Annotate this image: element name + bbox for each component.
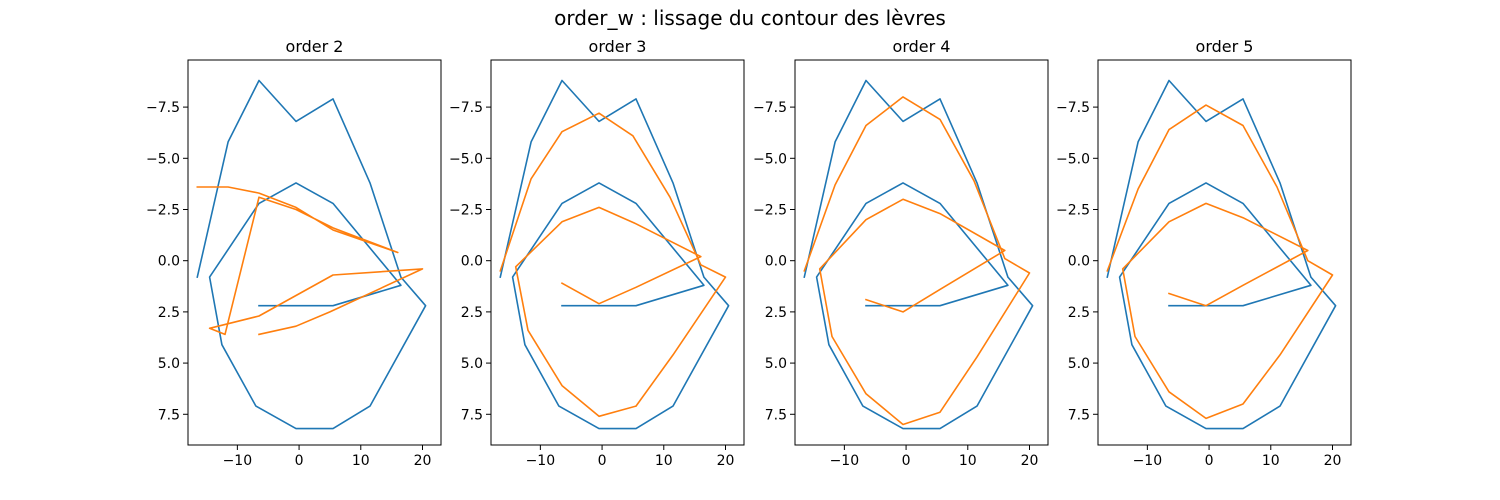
x-tick-label: −10 (830, 453, 860, 469)
y-tick-label: 0.0 (461, 254, 483, 270)
y-tick-label: −5.0 (753, 151, 787, 167)
x-tick-label: 20 (1021, 453, 1039, 469)
y-tick-label: 7.5 (158, 407, 180, 423)
y-tick-label: −5.0 (146, 151, 180, 167)
y-tick-label: 2.5 (1068, 305, 1090, 321)
axes-frame (1097, 59, 1352, 446)
x-tick-label: 0 (295, 453, 304, 469)
y-tick-label: 5.0 (158, 356, 180, 372)
y-tick-label: −2.5 (753, 202, 787, 218)
y-tick-label: 0.0 (158, 254, 180, 270)
y-tick-label: 2.5 (158, 305, 180, 321)
x-tick-label: 10 (655, 453, 673, 469)
x-tick-label: 0 (1205, 453, 1214, 469)
series-line-1 (803, 79, 1034, 430)
subplot-title: order 2 (286, 37, 344, 56)
x-tick-label: 20 (414, 453, 432, 469)
series-line-2 (1106, 104, 1334, 420)
x-tick-label: 10 (352, 453, 370, 469)
subplot-1: order 2 −10 0 10 20 −7.5 −5.0 −2.5 0.0 2.5 5.0 7.5 (146, 37, 442, 469)
y-tick-label: −7.5 (146, 100, 180, 116)
y-tick-label: 2.5 (765, 305, 787, 321)
subplot-title: order 4 (893, 37, 951, 56)
series-line-2 (499, 112, 727, 418)
y-tick-label: −5.0 (1056, 151, 1090, 167)
subplot-2: order 3 −10 0 10 20 −7.5 −5.0 −2.5 0.0 2.5 5.0 7.5 (449, 37, 745, 469)
y-tick-label: 7.5 (1068, 407, 1090, 423)
y-tick-label: 0.0 (765, 254, 787, 270)
y-tick-label: −2.5 (146, 202, 180, 218)
axes-frame (187, 59, 442, 446)
y-tick-label: 0.0 (1068, 254, 1090, 270)
y-tick-label: −5.0 (449, 151, 483, 167)
x-tick-label: −10 (526, 453, 556, 469)
y-tick-label: 7.5 (765, 407, 787, 423)
y-tick-label: −2.5 (449, 202, 483, 218)
series-line-2 (196, 186, 424, 336)
x-tick-label: −10 (223, 453, 253, 469)
series-line-1 (196, 79, 427, 430)
y-tick-label: −7.5 (753, 100, 787, 116)
series-line-2 (803, 96, 1031, 426)
x-tick-label: 20 (1324, 453, 1342, 469)
axes-frame (490, 59, 745, 446)
subplot-title: order 5 (1196, 37, 1254, 56)
x-tick-label: 10 (1262, 453, 1280, 469)
y-tick-label: 5.0 (765, 356, 787, 372)
y-tick-label: −7.5 (449, 100, 483, 116)
y-tick-label: 5.0 (461, 356, 483, 372)
x-tick-label: 10 (959, 453, 977, 469)
subplot-3: order 4 −10 0 10 20 −7.5 −5.0 −2.5 0.0 2.5 5.0 7.5 (753, 37, 1049, 469)
subplot-4: order 5 −10 0 10 20 −7.5 −5.0 −2.5 0.0 2.5 5.0 7.5 (1056, 37, 1352, 469)
y-tick-label: 7.5 (461, 407, 483, 423)
x-tick-label: 20 (717, 453, 735, 469)
y-tick-label: 5.0 (1068, 356, 1090, 372)
figure-title: order_w : lissage du contour des lèvres (554, 6, 946, 30)
axes-frame (794, 59, 1049, 446)
y-tick-label: −2.5 (1056, 202, 1090, 218)
y-tick-label: 2.5 (461, 305, 483, 321)
series-line-1 (1106, 79, 1337, 430)
subplot-title: order 3 (589, 37, 647, 56)
x-tick-label: 0 (902, 453, 911, 469)
x-tick-label: 0 (598, 453, 607, 469)
y-tick-label: −7.5 (1056, 100, 1090, 116)
x-tick-label: −10 (1133, 453, 1163, 469)
